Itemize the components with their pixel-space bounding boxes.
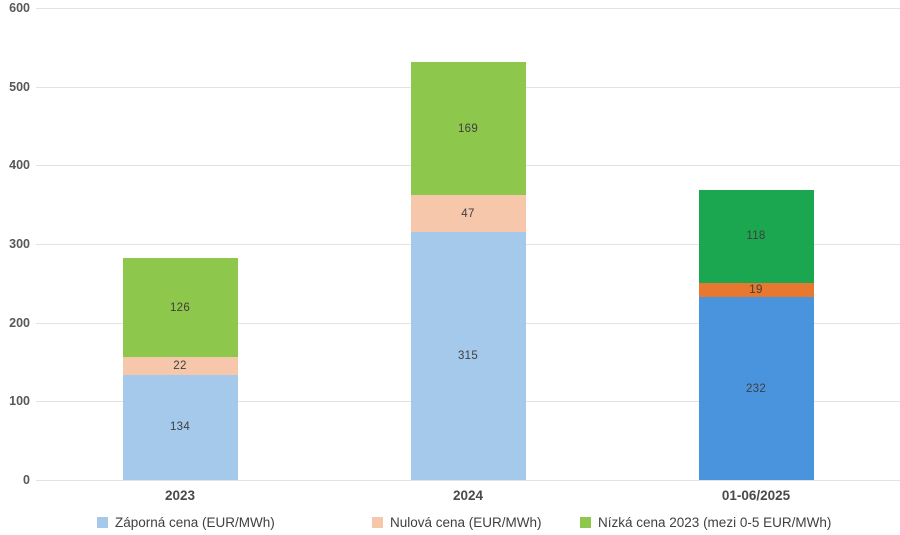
gridline <box>36 8 900 9</box>
legend-item: Nízká cena 2023 (mezi 0-5 EUR/MWh) <box>580 514 831 530</box>
legend-label: Nulová cena (EUR/MWh) <box>390 514 542 530</box>
legend-label: Záporná cena (EUR/MWh) <box>115 514 275 530</box>
bar-value-label: 118 <box>746 230 766 243</box>
y-axis-tick-label: 500 <box>9 79 30 94</box>
x-axis-category-label: 2024 <box>452 488 484 503</box>
legend-item: Nulová cena (EUR/MWh) <box>372 514 542 530</box>
y-axis-tick-label: 300 <box>9 237 30 251</box>
bar-segment: 126 <box>122 258 238 358</box>
legend-label: Nízká cena 2023 (mezi 0-5 EUR/MWh) <box>598 514 832 530</box>
bar-value-label: 232 <box>745 382 767 395</box>
bar-segment: 232 <box>698 297 814 480</box>
bar-value-label: 169 <box>457 122 479 135</box>
y-axis-tick-label: 100 <box>9 394 30 409</box>
bar-value-label: 19 <box>749 284 763 296</box>
bar-segment: 169 <box>410 62 526 196</box>
legend-item: Záporná cena (EUR/MWh) <box>97 514 275 530</box>
bar-value-label: 126 <box>169 301 191 314</box>
bar-value-label: 22 <box>173 359 187 372</box>
bar-segment: 118 <box>698 189 814 283</box>
legend-swatch <box>372 516 383 528</box>
x-axis-category-label: 01-06/2025 <box>721 488 791 503</box>
gridline <box>36 480 900 481</box>
y-axis-tick-label: 200 <box>9 315 30 330</box>
bar-segment: 315 <box>410 232 526 480</box>
y-axis-tick-label: 600 <box>9 1 30 15</box>
y-axis-tick-label: 400 <box>9 158 30 173</box>
legend-swatch <box>580 516 591 528</box>
bar-value-label: 47 <box>461 207 475 220</box>
x-axis-category-label: 2023 <box>164 488 196 503</box>
bar-segment: 22 <box>122 357 238 375</box>
legend-swatch <box>97 516 108 528</box>
bar-segment: 19 <box>698 282 814 298</box>
bar-value-label: 315 <box>457 350 479 363</box>
bar-value-label: 134 <box>169 421 191 434</box>
y-axis-tick-label: 0 <box>23 473 30 487</box>
bar-segment: 134 <box>122 374 238 480</box>
bar-segment: 47 <box>410 195 526 233</box>
